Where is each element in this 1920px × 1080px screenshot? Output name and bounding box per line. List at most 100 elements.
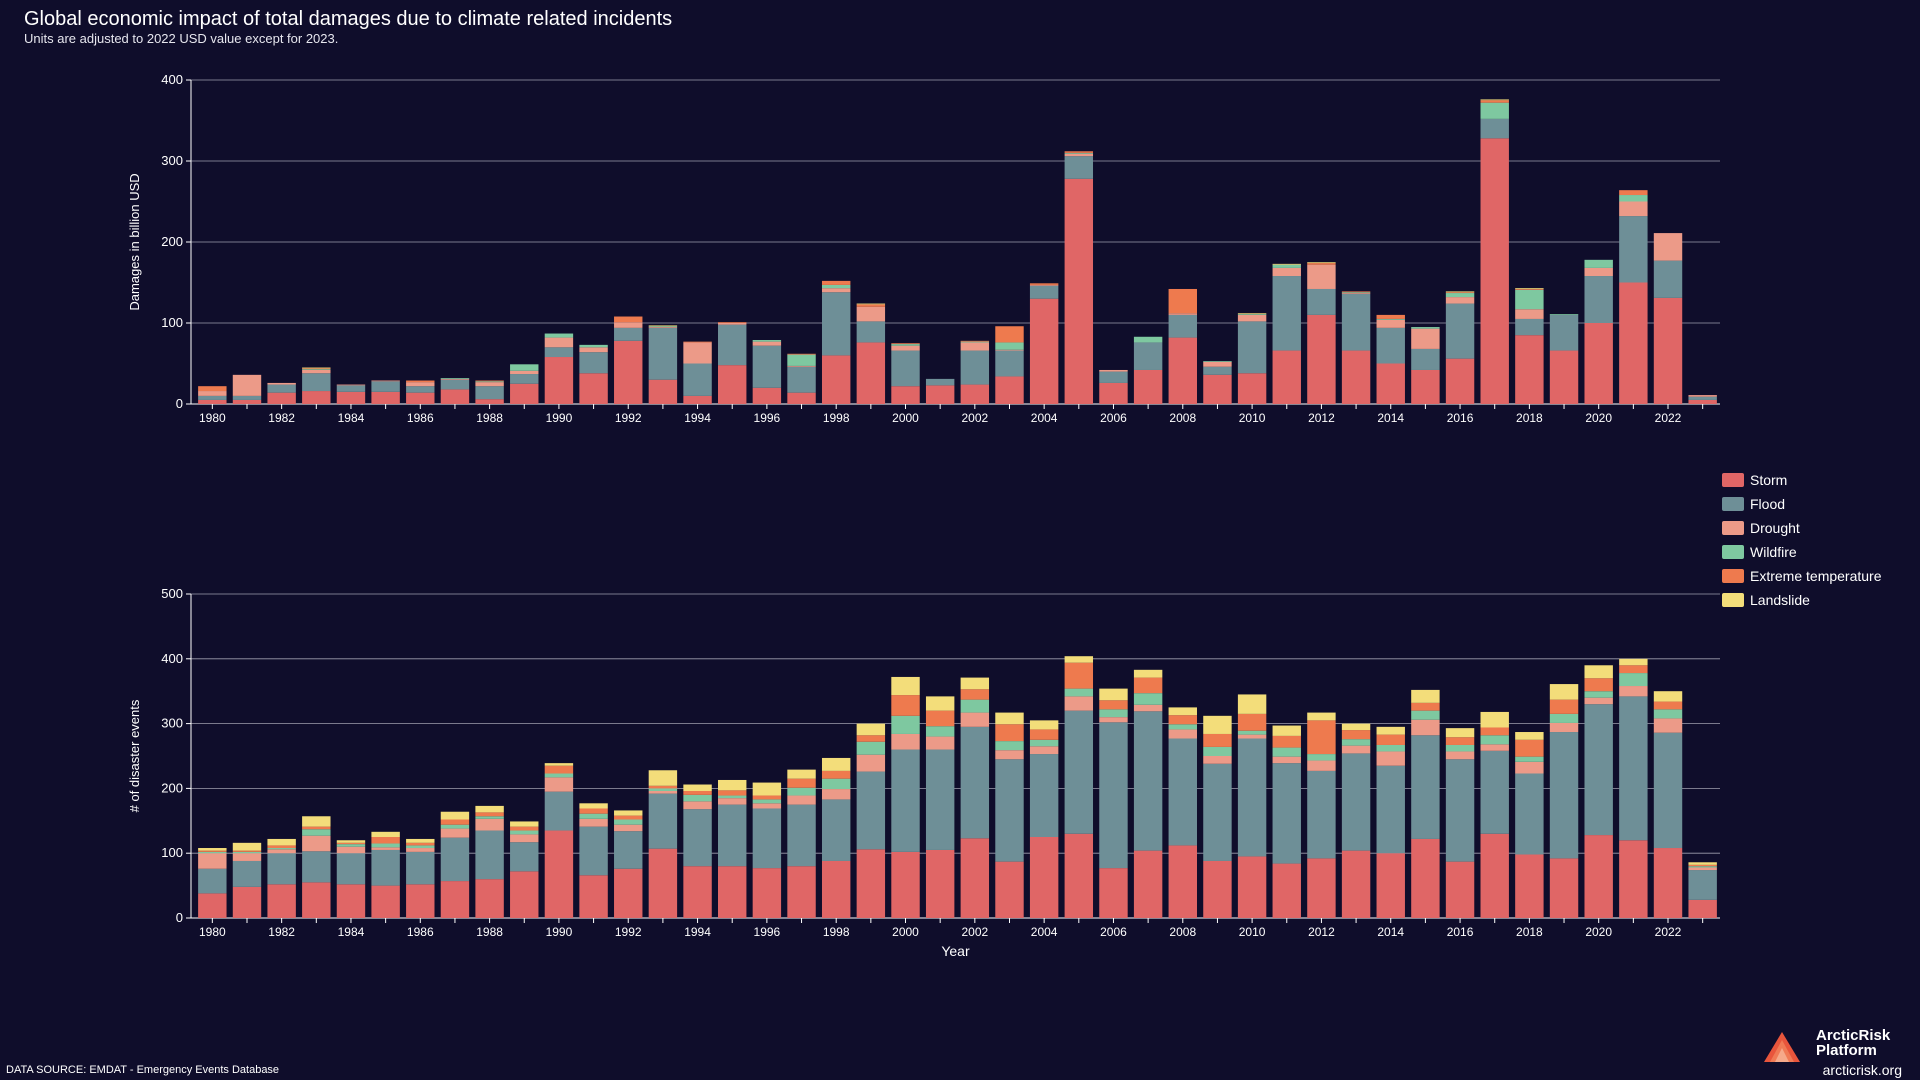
events-bar-landslide-1980 [198, 848, 227, 851]
events-bar-landslide-2010 [1237, 694, 1267, 714]
damages-x-tick-label: 2018 [1516, 411, 1543, 425]
damages-bar-extreme-temperature-1992 [614, 316, 643, 323]
damages-bar-wildfire-2013 [1341, 292, 1371, 294]
events-bar-landslide-2009 [1203, 715, 1232, 734]
events-bar-drought-2009 [1203, 756, 1232, 764]
events-bar-landslide-1996 [752, 782, 782, 796]
events-bar-storm-2004 [1029, 837, 1059, 918]
events-bar-wildfire-1991 [579, 813, 608, 819]
events-bar-storm-2012 [1307, 858, 1336, 918]
damages-bar-drought-2000 [891, 345, 920, 351]
damages-bar-storm-2013 [1341, 350, 1371, 404]
brand-url[interactable]: arcticrisk.org [1822, 1062, 1902, 1078]
damages-bar-storm-1995 [718, 365, 747, 404]
events-bar-drought-2003 [995, 750, 1024, 760]
events-bar-wildfire-1981 [232, 851, 262, 854]
events-bar-drought-2007 [1133, 704, 1163, 712]
events-bar-wildfire-2018 [1515, 756, 1544, 762]
events-bar-storm-2001 [925, 849, 955, 918]
damages-bar-storm-2017 [1480, 138, 1509, 404]
damages-bar-drought-1982 [267, 382, 296, 385]
events-bar-wildfire-1993 [648, 788, 678, 791]
events-bar-drought-2021 [1619, 686, 1648, 697]
events-bar-flood-2010 [1237, 738, 1267, 857]
events-bar-extreme-temperature-1991 [579, 808, 608, 814]
damages-bar-storm-1983 [302, 391, 331, 404]
damages-bar-storm-1994 [683, 395, 712, 404]
damages-bar-storm-2019 [1549, 350, 1579, 404]
events-bar-extreme-temperature-2023 [1688, 864, 1717, 867]
damages-bar-extreme-temperature-2000 [891, 343, 920, 345]
damages-bar-extreme-temperature-2012 [1307, 263, 1336, 265]
events-bar-wildfire-2005 [1064, 688, 1094, 697]
damages-bar-landslide-2018 [1515, 288, 1544, 289]
damages-bar-flood-1988 [475, 386, 504, 400]
events-bar-flood-1985 [371, 849, 400, 886]
damages-bar-drought-1991 [579, 347, 608, 353]
events-bar-wildfire-1995 [718, 795, 747, 799]
events-bar-landslide-1995 [718, 779, 747, 791]
events-bar-landslide-2006 [1099, 688, 1128, 701]
events-bar-wildfire-1988 [475, 816, 504, 819]
damages-bar-wildfire-1987 [440, 378, 470, 379]
damages-x-tick-label: 2012 [1308, 411, 1335, 425]
events-x-tick-label: 2012 [1308, 925, 1335, 939]
damages-bar-storm-1987 [440, 389, 470, 404]
chart-title: Global economic impact of total damages … [24, 8, 673, 30]
damages-x-tick-label: 2020 [1585, 411, 1612, 425]
damages-x-tick-label: 2016 [1447, 411, 1474, 425]
damages-bar-storm-1996 [752, 387, 782, 404]
events-x-tick-label: 2008 [1169, 925, 1196, 939]
events-bar-wildfire-1985 [371, 843, 400, 848]
events-bar-flood-1996 [752, 808, 782, 869]
damages-bar-extreme-temperature-2004 [1029, 283, 1059, 285]
damages-bar-storm-1982 [267, 392, 296, 404]
events-bar-extreme-temperature-1985 [371, 837, 400, 844]
damages-bar-flood-2016 [1445, 303, 1475, 359]
events-bar-landslide-2013 [1341, 723, 1371, 731]
damages-bar-storm-1980 [198, 399, 227, 404]
legend-label-storm: Storm [1750, 472, 1787, 488]
events-bar-landslide-2007 [1133, 669, 1163, 678]
events-bar-flood-1987 [440, 837, 470, 882]
events-bar-wildfire-1998 [821, 778, 851, 790]
events-bar-storm-1998 [821, 860, 851, 918]
events-bar-wildfire-2012 [1307, 754, 1336, 761]
events-bar-drought-1985 [371, 847, 400, 850]
events-bar-drought-1999 [856, 754, 886, 772]
events-bar-drought-2001 [925, 736, 955, 750]
brand-block[interactable]: ArcticRisk Platform arcticrisk.org [1762, 1028, 1902, 1078]
arcticrisk-logo-icon [1764, 1032, 1800, 1062]
damages-bar-wildfire-2018 [1515, 289, 1544, 310]
events-bar-flood-2015 [1411, 735, 1440, 839]
damages-bar-drought-2014 [1376, 319, 1405, 328]
damages-bar-storm-1990 [544, 357, 574, 404]
events-bar-landslide-1990 [544, 763, 574, 766]
damages-bar-storm-2021 [1619, 282, 1648, 404]
damages-bar-extreme-temperature-1980 [198, 386, 227, 392]
events-bar-wildfire-2001 [925, 726, 955, 737]
damages-bar-flood-1981 [232, 395, 262, 400]
events-bar-flood-1993 [648, 793, 678, 849]
damages-bar-flood-2021 [1619, 216, 1648, 283]
events-bar-drought-1990 [544, 777, 574, 792]
damages-bar-flood-1982 [267, 384, 296, 393]
events-y-tick-label: 400 [161, 651, 183, 666]
events-bar-drought-1992 [614, 824, 643, 832]
damages-bar-drought-1990 [544, 337, 574, 348]
events-bar-extreme-temperature-1984 [336, 842, 366, 845]
events-x-tick-label: 2022 [1655, 925, 1682, 939]
events-bar-storm-1992 [614, 868, 643, 918]
events-bar-extreme-temperature-2007 [1133, 677, 1163, 694]
damages-bar-extreme-temperature-1998 [821, 280, 851, 285]
damages-bar-extreme-temperature-2003 [995, 326, 1024, 343]
events-bar-wildfire-2016 [1445, 744, 1475, 752]
events-bar-flood-2014 [1376, 765, 1405, 854]
events-x-tick-label: 2002 [961, 925, 988, 939]
events-bar-landslide-1985 [371, 831, 400, 837]
events-bar-extreme-temperature-1987 [440, 819, 470, 825]
damages-bar-storm-2007 [1133, 369, 1163, 404]
damages-bar-drought-1989 [510, 370, 539, 375]
damages-bar-drought-2016 [1445, 297, 1475, 304]
events-bar-extreme-temperature-2010 [1237, 713, 1267, 731]
